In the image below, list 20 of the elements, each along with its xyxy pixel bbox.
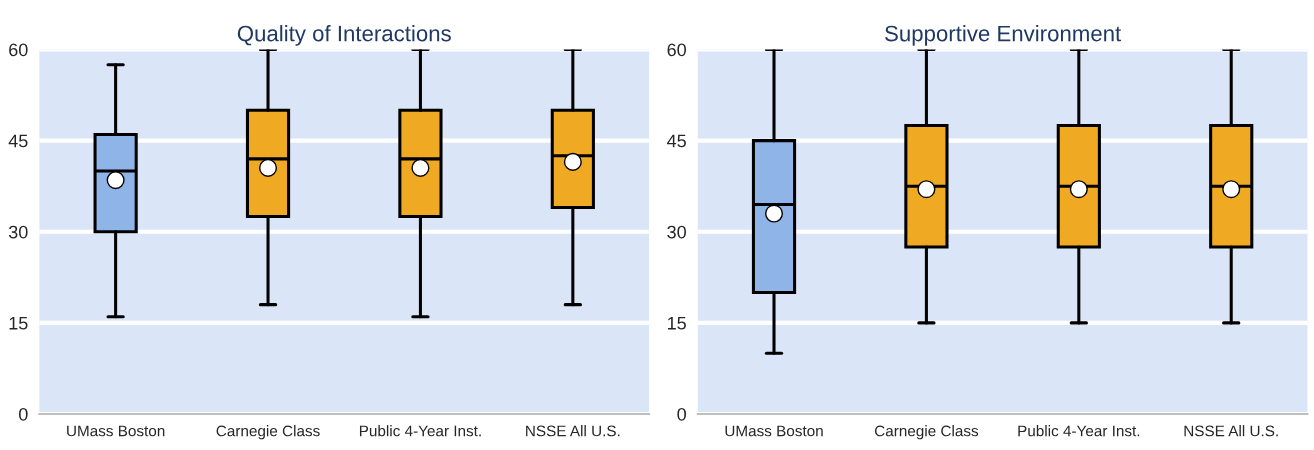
y-tick-label: 30 — [8, 225, 28, 239]
y-tick-label: 0 — [18, 407, 28, 421]
y-tick-label: 15 — [9, 317, 28, 330]
chart-title: Supportive Environment — [885, 25, 1122, 46]
x-tick-label: Public 4-Year Inst. — [1018, 425, 1140, 437]
y-tick-label: 45 — [8, 134, 28, 148]
x-tick-label: NSSE All U.S. — [526, 425, 620, 437]
x-tick-label: UMass Boston — [67, 425, 165, 437]
y-tick-label: 60 — [667, 43, 686, 57]
y-tick-label: 15 — [667, 317, 686, 330]
y-tick-label: 60 — [9, 43, 28, 57]
x-tick-label: UMass Boston — [725, 425, 823, 437]
chart-title: Quality of Interactions — [237, 25, 451, 46]
y-tick-label: 30 — [667, 225, 686, 239]
y-tick-label: 0 — [677, 407, 686, 421]
x-tick-label: Public 4-Year Inst. — [359, 425, 481, 437]
x-tick-label: NSSE All U.S. — [1184, 425, 1278, 437]
y-tick-label: 45 — [667, 134, 686, 148]
x-tick-label: Carnegie Class — [874, 425, 979, 440]
x-tick-label: Carnegie Class — [216, 425, 320, 440]
